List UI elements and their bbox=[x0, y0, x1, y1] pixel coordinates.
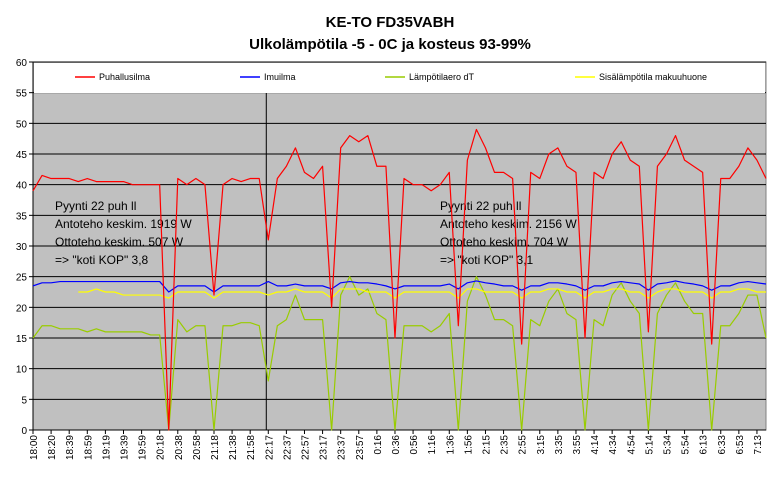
y-tick-label: 5 bbox=[21, 395, 27, 406]
legend-box bbox=[34, 63, 765, 93]
x-tick-label: 6:33 bbox=[717, 435, 728, 455]
series-line bbox=[32, 276, 767, 431]
y-tick-label: 25 bbox=[16, 273, 28, 284]
annotation: Antoteho keskim. 1919 W bbox=[55, 217, 192, 231]
x-tick-label: 5:54 bbox=[681, 435, 692, 455]
annotation: Ottoteho keskim. 704 W bbox=[440, 235, 569, 249]
x-tick-label: 22:17 bbox=[264, 435, 275, 460]
x-tick-label: 18:00 bbox=[29, 435, 40, 460]
annotation: Antoteho keskim. 2156 W bbox=[440, 217, 577, 231]
x-tick-label: 21:18 bbox=[210, 435, 221, 460]
chart-title: KE-TO FD35VABH bbox=[326, 14, 455, 31]
annotation: => "koti KOP" 3,8 bbox=[55, 253, 149, 267]
x-tick-label: 4:14 bbox=[590, 435, 601, 455]
x-tick-label: 23:17 bbox=[319, 435, 330, 460]
legend-label: Lämpötilaero dT bbox=[409, 72, 475, 82]
x-tick-label: 23:37 bbox=[337, 435, 348, 460]
x-tick-label: 4:34 bbox=[608, 435, 619, 455]
x-tick-label: 0:56 bbox=[409, 435, 420, 455]
x-tick-label: 2:15 bbox=[481, 435, 492, 455]
legend-label: Imuilma bbox=[264, 72, 296, 82]
x-tick-label: 20:38 bbox=[174, 435, 185, 460]
y-tick-label: 0 bbox=[21, 426, 27, 437]
x-tick-label: 3:35 bbox=[554, 435, 565, 455]
x-tick-label: 4:54 bbox=[626, 435, 637, 455]
annotation: Pyynti 22 puh ll bbox=[440, 199, 521, 213]
x-tick-label: 1:36 bbox=[445, 435, 456, 455]
y-tick-label: 30 bbox=[16, 242, 28, 253]
legend-label: Sisälämpötila makuuhuone bbox=[599, 72, 707, 82]
x-tick-label: 6:13 bbox=[699, 435, 710, 455]
x-tick-label: 1:16 bbox=[427, 435, 438, 455]
annotation: Ottoteho keskim. 507 W bbox=[55, 235, 184, 249]
x-tick-label: 20:58 bbox=[192, 435, 203, 460]
annotation: Pyynti 22 puh ll bbox=[55, 199, 136, 213]
annotation: => "koti KOP" 3,1 bbox=[440, 253, 534, 267]
x-tick-label: 21:38 bbox=[228, 435, 239, 460]
y-tick-label: 45 bbox=[16, 150, 28, 161]
series-line bbox=[32, 280, 767, 293]
x-tick-label: 2:55 bbox=[518, 435, 529, 455]
y-tick-label: 50 bbox=[16, 119, 28, 130]
x-tick-label: 18:59 bbox=[83, 435, 94, 460]
series-line bbox=[32, 128, 767, 431]
x-tick-label: 18:20 bbox=[47, 435, 58, 460]
x-tick-label: 5:14 bbox=[644, 435, 655, 455]
y-tick-label: 35 bbox=[16, 211, 28, 222]
y-tick-label: 20 bbox=[16, 303, 28, 314]
x-tick-label: 21:58 bbox=[246, 435, 257, 460]
x-tick-label: 7:13 bbox=[753, 435, 764, 455]
x-tick-label: 5:34 bbox=[662, 435, 673, 455]
x-tick-label: 19:19 bbox=[101, 435, 112, 460]
y-tick-label: 60 bbox=[16, 58, 28, 69]
legend-label: Puhallusilma bbox=[99, 72, 150, 82]
x-tick-label: 0:36 bbox=[391, 435, 402, 455]
y-tick-label: 10 bbox=[16, 365, 28, 376]
x-tick-label: 1:56 bbox=[463, 435, 474, 455]
x-tick-label: 19:59 bbox=[138, 435, 149, 460]
series-line bbox=[78, 288, 766, 299]
x-tick-label: 2:35 bbox=[500, 435, 511, 455]
x-tick-label: 19:39 bbox=[119, 435, 130, 460]
chart-subtitle: Ulkolämpötila -5 - 0C ja kosteus 93-99% bbox=[249, 36, 531, 53]
x-tick-label: 22:37 bbox=[282, 435, 293, 460]
y-tick-label: 15 bbox=[16, 334, 28, 345]
x-tick-label: 18:39 bbox=[65, 435, 76, 460]
x-tick-label: 3:55 bbox=[572, 435, 583, 455]
x-tick-label: 22:57 bbox=[300, 435, 311, 460]
y-tick-label: 55 bbox=[16, 89, 28, 100]
y-tick-label: 40 bbox=[16, 181, 28, 192]
x-tick-label: 20:18 bbox=[156, 435, 167, 460]
x-tick-label: 3:15 bbox=[536, 435, 547, 455]
x-tick-label: 23:57 bbox=[355, 435, 366, 460]
x-tick-label: 6:53 bbox=[735, 435, 746, 455]
x-tick-label: 0:16 bbox=[373, 435, 384, 455]
